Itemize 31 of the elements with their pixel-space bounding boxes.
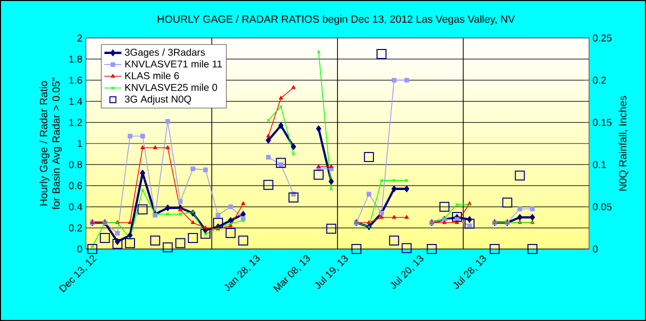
y-tick-label: 0.8 (69, 161, 82, 168)
y-tick-label: 1.2 (69, 118, 82, 126)
y-tick-label: 0.4 (69, 203, 82, 210)
y2-axis-title: N0Q Rainfall, Inches (618, 96, 628, 191)
y2-tick-label: 0.15 (592, 118, 612, 126)
y2-tick-label: 0.2 (592, 76, 606, 84)
y-tick-label: 1 (78, 140, 82, 147)
y-tick-label: 2 (77, 34, 82, 42)
y-axis-title: Hourly Gage / Radar Ratio for Basin Avg Radar > 0.05" (40, 78, 62, 210)
y-tick-label: 1.4 (69, 98, 82, 105)
legend-label: 3G Adjust N0Q (124, 95, 191, 105)
x-tick-label: Jan 28, 13 (224, 255, 260, 291)
legend-label: KNVLASVE25 mile 0 (125, 84, 218, 91)
chart-title: HOURLY GAGE / RADAR RATIOS begin Dec 13, 2012 Las Vegas Valley, NV (158, 15, 515, 25)
legend-label: KNVLASVE71 mile 11 (125, 60, 222, 68)
legend-label: 3Gages / 3Radars (124, 48, 205, 58)
y2-tick-label: 0.1 (592, 161, 606, 168)
y-tick-label: 0.2 (69, 224, 82, 232)
legend-label: KLAS mile 6 (125, 72, 179, 80)
y-tick-label: 0 (77, 245, 82, 253)
x-tick-label: Jul 19, 13 (314, 255, 348, 289)
y-tick-label: 1.6 (69, 76, 82, 84)
y2-tick-label: 0 (592, 245, 598, 253)
x-tick-label: Dec 13, 12 (58, 255, 97, 292)
y-tick-label: 1.8 (69, 56, 82, 63)
y2-tick-label: 0.25 (592, 34, 612, 42)
y-tick-label: 0.6 (69, 182, 82, 190)
x-tick-label: Jul 20, 13 (390, 255, 424, 289)
x-tick-label: Mar 08, 13 (273, 255, 310, 292)
y2-tick-label: 0.05 (592, 203, 612, 210)
x-tick-label: Jul 28, 13 (453, 255, 486, 289)
